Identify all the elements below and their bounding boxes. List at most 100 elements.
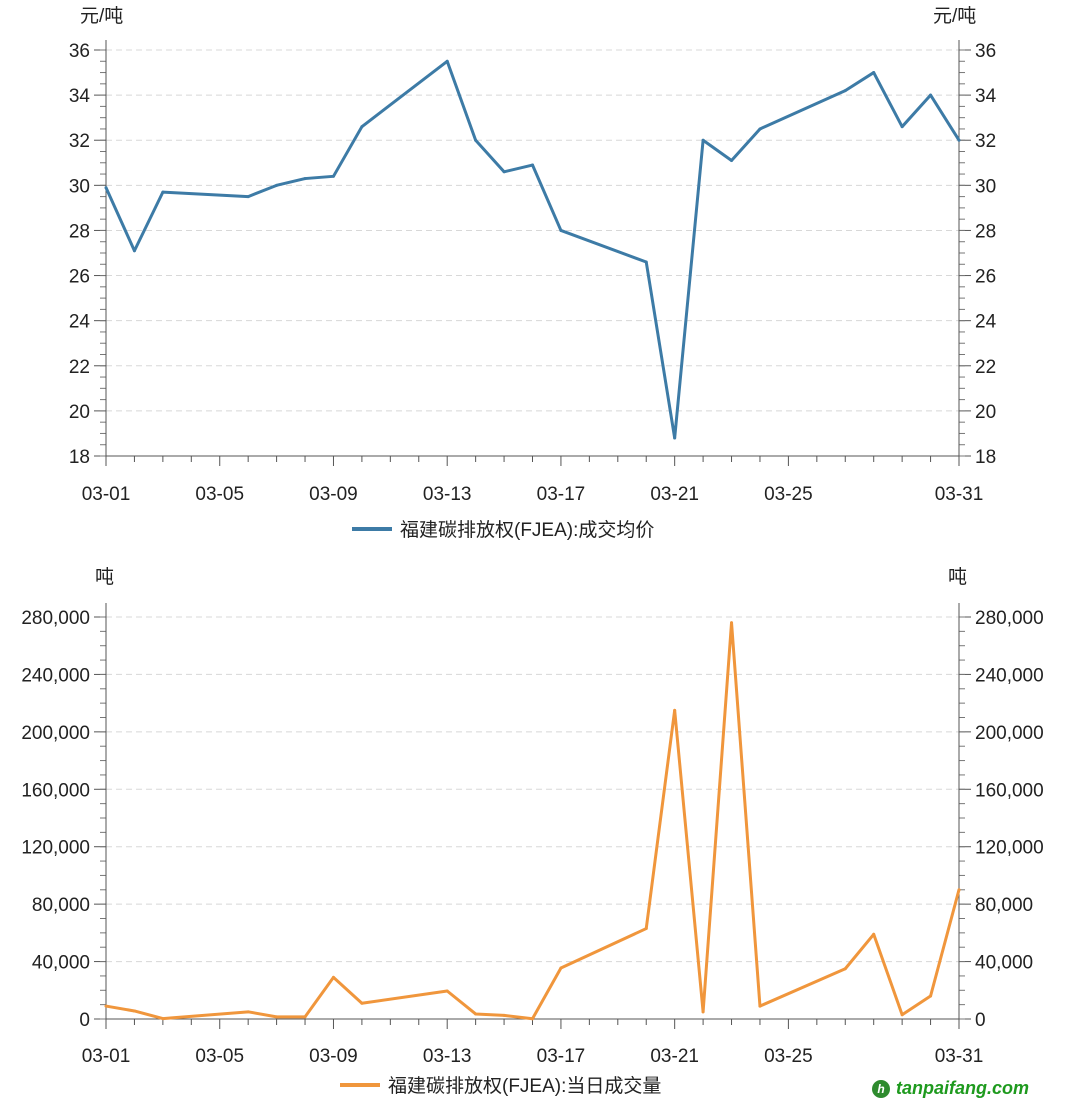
chart2-data-point: [900, 1013, 904, 1017]
chart1-left-ytick-label: 20: [69, 402, 90, 423]
chart2-right-ytick-label: 240,000: [975, 665, 1044, 686]
chart1-data-point: [559, 228, 563, 232]
chart1-right-ytick-label: 34: [975, 86, 997, 107]
chart2-right-ytick-label: 160,000: [975, 780, 1044, 801]
chart1-data-point: [644, 260, 648, 264]
chart2-series-line: [105, 621, 961, 1021]
chart2-xtick-label: 03-13: [423, 1046, 472, 1067]
chart2-data-point: [843, 967, 847, 971]
chart1-left-ytick-label: 26: [69, 267, 90, 288]
chart2-data-point: [730, 621, 734, 625]
chart1-data-point: [132, 249, 136, 253]
chart1-left-ytick-label: 32: [69, 131, 90, 152]
chart1-data-point: [502, 170, 506, 174]
chart1-data-point: [104, 186, 108, 190]
chart1-xtick-label: 03-31: [935, 484, 984, 505]
chart1-data-point: [957, 138, 961, 142]
chart1-data-point: [872, 71, 876, 75]
chart1-data-point: [701, 138, 705, 142]
chart1-data-point: [843, 89, 847, 93]
chart1-series-line: [104, 59, 961, 440]
chart2-right-ytick-label: 0: [975, 1010, 986, 1031]
chart1-left-ytick-label: 28: [69, 221, 90, 242]
chart1-right-ytick-label: 30: [975, 176, 996, 197]
chart1-xtick-label: 03-21: [650, 484, 699, 505]
chart2-data-point: [104, 1004, 108, 1008]
chart2-legend-label: 福建碳排放权(FJEA):当日成交量: [388, 1075, 661, 1097]
chart2-data-point: [445, 989, 449, 993]
chart2-right-ytick-label: 80,000: [975, 895, 1033, 916]
chart2-data-point: [275, 1015, 279, 1019]
chart2-data-point: [531, 1017, 534, 1021]
chart2-data-point: [246, 1010, 250, 1014]
chart2-xtick-label: 03-31: [935, 1046, 984, 1067]
chart1-data-point: [758, 127, 762, 131]
chart1-data-point: [275, 183, 279, 187]
chart2-right-ytick-label: 280,000: [975, 608, 1044, 629]
chart1-left-ytick-label: 18: [69, 447, 90, 468]
chart2-xtick-label: 03-21: [650, 1046, 699, 1067]
chart1-xtick-label: 03-17: [537, 484, 586, 505]
chart2-data-point: [502, 1013, 506, 1017]
chart2-xtick-label: 03-09: [309, 1046, 358, 1067]
chart1-right-ytick-label: 18: [975, 447, 996, 468]
chart2-left-ytick-label: 200,000: [21, 723, 90, 744]
chart1-left-ytick-label: 34: [69, 86, 91, 107]
chart1-data-point: [673, 436, 677, 440]
chart1-data-point: [303, 177, 307, 181]
chart2-xtick-label: 03-01: [82, 1046, 131, 1067]
chart2-left-unit-label: 吨: [95, 566, 114, 588]
watermark-text: tanpaifang.com: [896, 1078, 1030, 1098]
chart1-right-ytick-label: 32: [975, 131, 996, 152]
chart1-data-point: [445, 59, 449, 63]
chart2-data-point: [758, 1004, 762, 1008]
chart1-left-unit-label: 元/吨: [80, 5, 123, 27]
chart1-xtick-label: 03-25: [764, 484, 813, 505]
chart1-left-ytick-label: 30: [69, 176, 90, 197]
chart1-right-ytick-label: 24: [975, 312, 997, 333]
chart2-left-ytick-label: 80,000: [32, 895, 90, 916]
chart2-data-point: [872, 932, 876, 936]
chart2-data-point: [701, 1010, 705, 1014]
chart1-data-point: [161, 190, 165, 194]
chart1-left-ytick-label: 24: [69, 312, 91, 333]
chart1-left-ytick-label: 22: [69, 357, 90, 378]
chart1-xtick-label: 03-09: [309, 484, 358, 505]
chart1-left-ytick-label: 36: [69, 41, 90, 62]
chart1-right-unit-label: 元/吨: [933, 5, 976, 27]
chart1-xtick-label: 03-05: [195, 484, 244, 505]
chart2-data-point: [474, 1012, 478, 1016]
chart1-legend-label: 福建碳排放权(FJEA):成交均价: [400, 519, 654, 541]
chart2-left-ytick-label: 240,000: [21, 665, 90, 686]
chart1-data-point: [246, 195, 250, 199]
chart1-right-ytick-label: 20: [975, 402, 996, 423]
chart2-data-point: [559, 966, 563, 970]
chart2-left-ytick-label: 280,000: [21, 608, 90, 629]
chart1-data-point: [531, 163, 534, 167]
chart1-right-ytick-label: 22: [975, 357, 996, 378]
chart2-data-point: [331, 975, 335, 979]
watermark-logo-icon: h: [872, 1079, 890, 1098]
chart1-data-point: [331, 174, 335, 178]
chart1-xtick-label: 03-13: [423, 484, 472, 505]
chart1-data-point: [929, 93, 933, 97]
chart2-left-ytick-label: 40,000: [32, 953, 90, 974]
chart1-data-point: [730, 159, 734, 163]
chart2-xtick-label: 03-05: [195, 1046, 244, 1067]
chart2-data-point: [644, 927, 648, 931]
chart1-data-point: [360, 125, 364, 129]
chart2-data-point: [303, 1015, 307, 1019]
chart2-left-ytick-label: 160,000: [21, 780, 90, 801]
chart2-right-ytick-label: 120,000: [975, 838, 1044, 859]
chart2-data-point: [673, 708, 677, 712]
chart2-data-point: [957, 888, 961, 892]
chart2-data-point: [360, 1001, 364, 1005]
chart1-data-point: [900, 125, 904, 129]
chart2-right-ytick-label: 200,000: [975, 723, 1044, 744]
watermark: h tanpaifang.com: [872, 1078, 1029, 1099]
chart2-right-unit-label: 吨: [948, 566, 967, 588]
chart1-xtick-label: 03-01: [82, 484, 131, 505]
chart2-right-ytick-label: 40,000: [975, 953, 1033, 974]
